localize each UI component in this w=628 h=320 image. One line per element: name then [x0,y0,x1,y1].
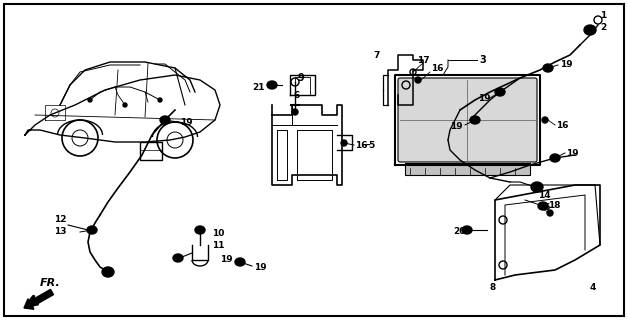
Circle shape [123,103,127,107]
Ellipse shape [87,226,97,234]
Ellipse shape [341,140,347,146]
Text: 2: 2 [600,22,606,31]
Text: 15: 15 [538,204,551,212]
Text: —: — [362,140,371,149]
Circle shape [292,109,298,115]
Ellipse shape [584,25,596,35]
Text: 14: 14 [538,190,551,199]
Text: FR.: FR. [40,278,60,288]
Text: 13: 13 [54,228,67,236]
Text: 18: 18 [548,202,561,211]
Text: 12: 12 [54,215,67,225]
Text: 19: 19 [180,117,193,126]
Text: 19: 19 [566,148,578,157]
Text: 16: 16 [355,140,367,149]
Ellipse shape [542,117,548,123]
Text: 4: 4 [590,284,597,292]
Text: 5: 5 [368,140,374,149]
Text: 3: 3 [479,55,485,65]
Circle shape [88,98,92,102]
Text: 16: 16 [431,63,443,73]
Ellipse shape [235,258,245,266]
Text: 19: 19 [478,93,490,102]
Text: 11: 11 [212,241,224,250]
Circle shape [158,98,162,102]
Ellipse shape [495,88,505,96]
Ellipse shape [543,64,553,72]
Text: 9: 9 [298,73,305,83]
Bar [405,163,530,175]
Text: 7: 7 [373,51,379,60]
Text: 8: 8 [490,284,496,292]
Ellipse shape [538,202,548,210]
Text: 21: 21 [252,83,264,92]
Ellipse shape [415,77,421,83]
Text: 19: 19 [254,262,267,271]
Text: 20: 20 [453,228,465,236]
Ellipse shape [267,81,277,89]
FancyArrow shape [24,289,53,309]
Ellipse shape [531,182,543,192]
Ellipse shape [195,226,205,234]
Text: 19: 19 [560,60,573,68]
Bar [140,142,162,160]
Text: 16: 16 [556,121,568,130]
Ellipse shape [550,154,560,162]
Circle shape [547,210,553,216]
Text: 10: 10 [212,228,224,237]
Text: 19: 19 [450,122,463,131]
Ellipse shape [462,226,472,234]
Text: 17: 17 [417,55,430,65]
FancyBboxPatch shape [398,78,537,162]
Ellipse shape [173,254,183,262]
Text: 6: 6 [294,91,300,100]
Ellipse shape [470,116,480,124]
Text: 1: 1 [600,11,606,20]
Ellipse shape [160,116,170,124]
Ellipse shape [102,267,114,277]
Text: 19: 19 [220,255,232,265]
